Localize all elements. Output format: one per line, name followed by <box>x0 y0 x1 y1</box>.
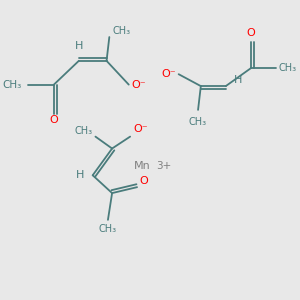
Text: 3+: 3+ <box>157 161 172 171</box>
Text: O: O <box>246 28 255 38</box>
Text: O⁻: O⁻ <box>133 124 148 134</box>
Text: H: H <box>75 41 83 51</box>
Text: H: H <box>76 170 84 180</box>
Text: CH₃: CH₃ <box>278 63 297 73</box>
Text: H: H <box>234 75 242 85</box>
Text: O: O <box>50 115 58 125</box>
Text: O⁻: O⁻ <box>131 80 146 90</box>
Text: CH₃: CH₃ <box>3 80 22 90</box>
Text: CH₃: CH₃ <box>75 126 93 136</box>
Text: O: O <box>140 176 148 186</box>
Text: O⁻: O⁻ <box>161 69 176 79</box>
Text: CH₃: CH₃ <box>99 224 117 234</box>
Text: Mn: Mn <box>134 161 151 171</box>
Text: CH₃: CH₃ <box>112 26 130 36</box>
Text: CH₃: CH₃ <box>189 117 207 127</box>
